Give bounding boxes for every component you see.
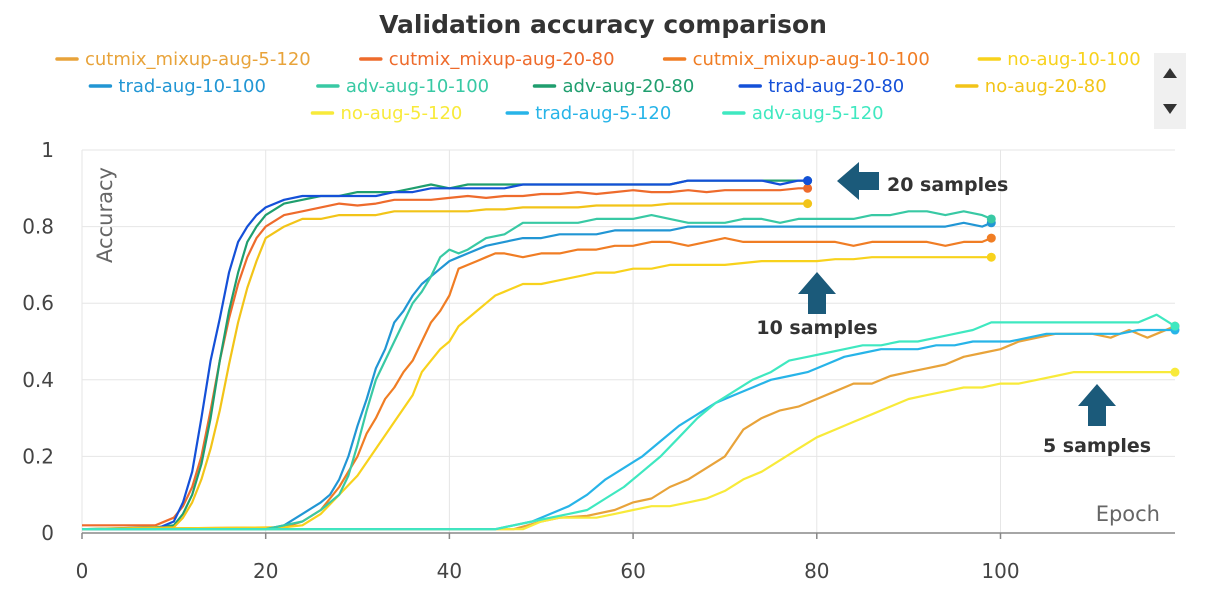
annotation-layer: 20 samples 10 samples 5 samples — [756, 162, 1151, 457]
arrow-up-icon — [798, 272, 836, 314]
series-end-point — [986, 233, 996, 243]
annotation: 10 samples — [756, 272, 878, 339]
series-line-cutmix_mixup-aug-5-120 — [82, 325, 1176, 531]
series-line-cutmix_mixup-aug-10-100 — [81, 237, 992, 531]
y-tick-label: 0 — [41, 521, 54, 545]
legend-item: cutmix_mixup-aug-20-80 — [359, 49, 615, 70]
arrow-up-icon — [1078, 384, 1116, 426]
series-line-trad-aug-5-120 — [82, 328, 1175, 531]
x-tick-label: 0 — [76, 559, 89, 583]
legend-item: no-aug-10-100 — [977, 49, 1141, 70]
legend-item: adv-aug-5-120 — [722, 103, 884, 124]
annotation-label: 10 samples — [756, 317, 877, 339]
y-tick-label: 0.2 — [22, 444, 54, 468]
legend-label: no-aug-10-100 — [1007, 49, 1140, 70]
x-tick-label: 100 — [981, 559, 1019, 583]
legend-item: adv-aug-20-80 — [532, 76, 695, 97]
series-end-point — [803, 176, 813, 186]
x-axis-label: Epoch — [1096, 502, 1160, 526]
legend-label: cutmix_mixup-aug-5-120 — [85, 49, 311, 70]
legend-item: no-aug-5-120 — [310, 103, 462, 124]
series-line-adv-aug-10-100 — [82, 210, 992, 531]
series-end-point — [1170, 367, 1180, 377]
series-end-point — [986, 214, 996, 224]
series-line-no-aug-10-100 — [81, 256, 992, 531]
x-tick-label: 20 — [253, 559, 278, 583]
annotation: 5 samples — [1043, 384, 1151, 457]
series-line-adv-aug-5-120 — [82, 313, 1176, 531]
legend-label: trad-aug-20-80 — [768, 76, 904, 97]
annotation: 20 samples — [837, 162, 1008, 200]
legend-label: cutmix_mixup-aug-20-80 — [389, 49, 615, 70]
legend-label: trad-aug-5-120 — [535, 103, 671, 124]
legend-label: adv-aug-5-120 — [752, 103, 884, 124]
legend-item: cutmix_mixup-aug-5-120 — [55, 49, 311, 70]
x-tick-label: 40 — [437, 559, 462, 583]
legend-item: adv-aug-10-100 — [316, 76, 489, 97]
legend-label: adv-aug-10-100 — [346, 76, 489, 97]
legend-label: trad-aug-10-100 — [118, 76, 266, 97]
y-tick-label: 0.4 — [22, 368, 54, 392]
y-tick-label: 0.6 — [22, 291, 54, 315]
legend-label: no-aug-20-80 — [985, 76, 1107, 97]
series-line-no-aug-5-120 — [82, 371, 1175, 531]
series-end-point — [803, 199, 813, 209]
series-layer — [81, 176, 1180, 531]
x-tick-label: 80 — [804, 559, 829, 583]
chart-title: Validation accuracy comparison — [379, 10, 827, 39]
series-end-point — [803, 183, 813, 193]
y-tick-label: 0.8 — [22, 215, 54, 239]
legend-item: no-aug-20-80 — [955, 76, 1107, 97]
legend: cutmix_mixup-aug-5-120 cutmix_mixup-aug-2… — [55, 49, 1141, 124]
legend-item: trad-aug-5-120 — [505, 103, 671, 124]
legend-item: trad-aug-20-80 — [738, 76, 904, 97]
legend-scroll — [1154, 53, 1186, 129]
annotation-label: 5 samples — [1043, 435, 1151, 457]
series-line-trad-aug-20-80 — [82, 179, 808, 531]
arrow-left-icon — [837, 162, 879, 200]
legend-label: no-aug-5-120 — [340, 103, 462, 124]
series-line-trad-aug-10-100 — [82, 221, 992, 531]
series-end-point — [1170, 321, 1180, 331]
x-tick-label: 60 — [620, 559, 645, 583]
series-line-no-aug-20-80 — [81, 202, 808, 531]
series-end-point — [986, 252, 996, 262]
axes: 0 20 40 60 80 100 0 0.2 0.4 0.6 0.8 1 Accuracy Epoch — [22, 138, 1175, 583]
series-line-cutmix_mixup-aug-20-80 — [82, 187, 808, 527]
annotation-label: 20 samples — [887, 174, 1008, 196]
legend-item: trad-aug-10-100 — [88, 76, 266, 97]
legend-label: adv-aug-20-80 — [563, 76, 695, 97]
y-axis-label: Accuracy — [93, 167, 117, 263]
legend-label: cutmix_mixup-aug-10-100 — [693, 49, 930, 70]
triangle-up-icon[interactable] — [1154, 55, 1186, 91]
y-tick-label: 1 — [41, 138, 54, 162]
triangle-down-icon[interactable] — [1154, 91, 1186, 127]
legend-item: cutmix_mixup-aug-10-100 — [662, 49, 930, 70]
